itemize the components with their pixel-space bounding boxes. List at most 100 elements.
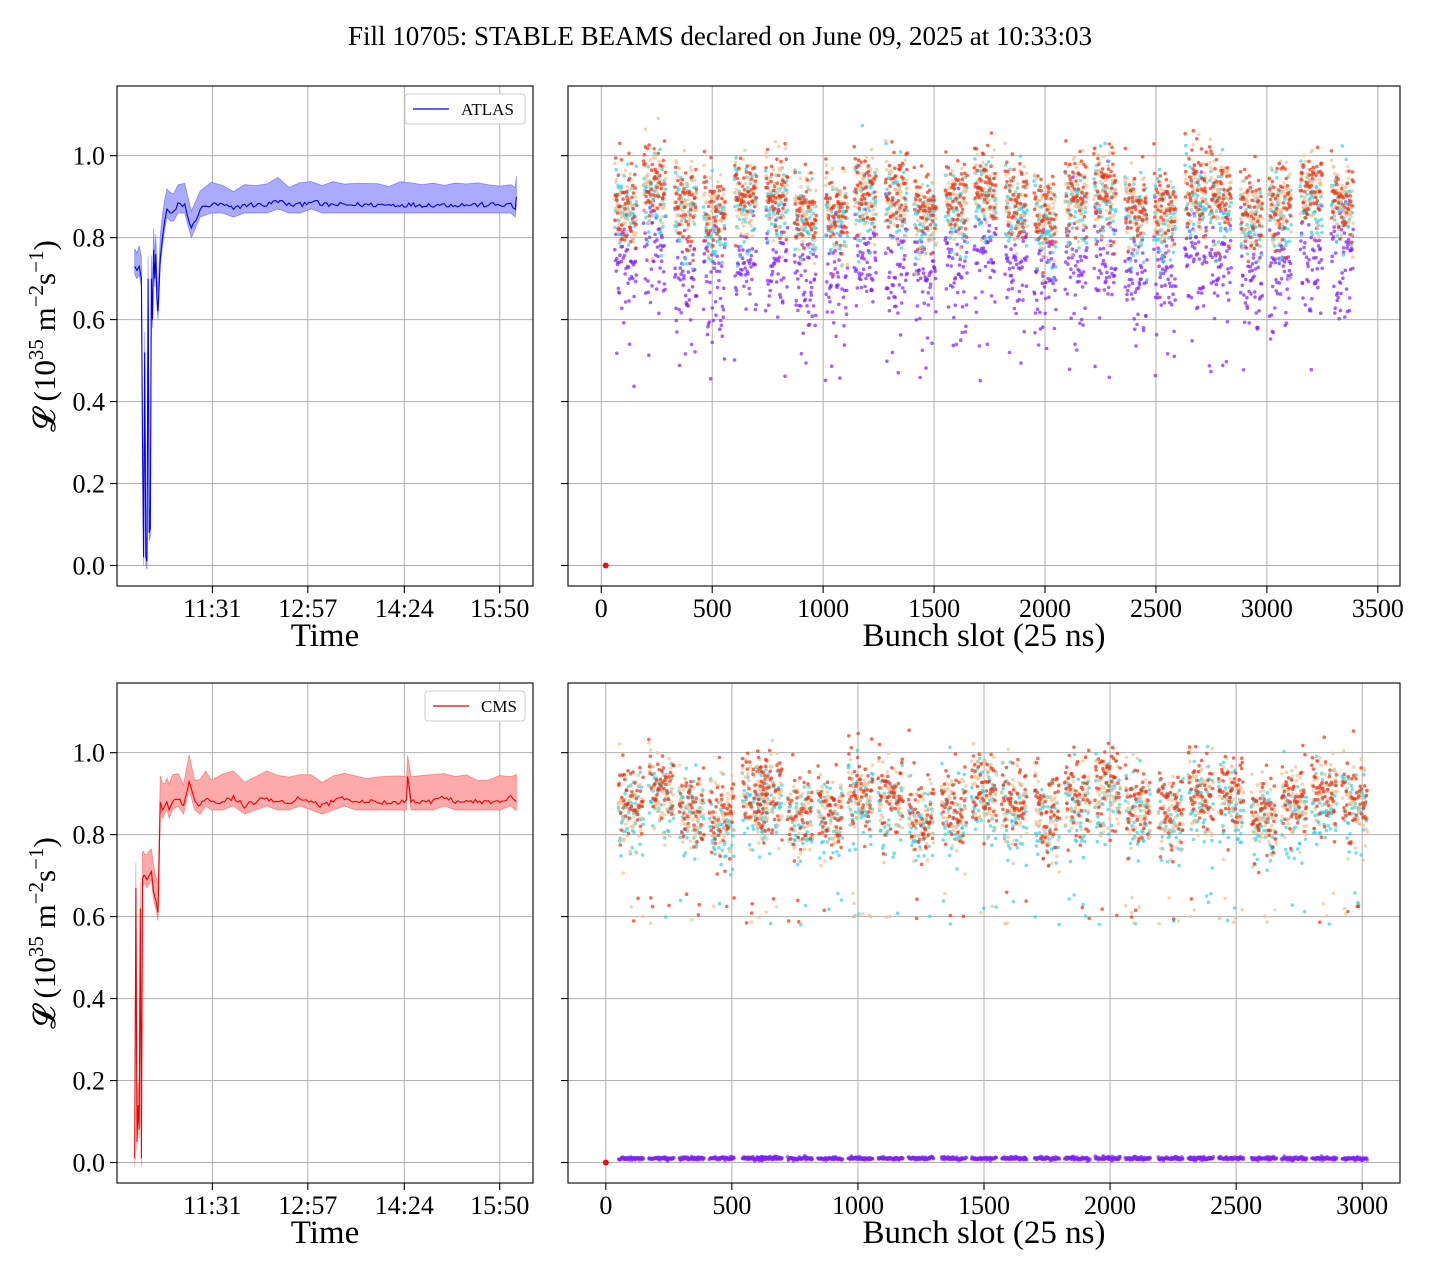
- bunch-point: [794, 299, 799, 303]
- bunch-point: [693, 205, 698, 210]
- bunch-point: [738, 156, 743, 161]
- bunch-point: [738, 254, 743, 259]
- bunch-point: [647, 214, 652, 218]
- bunch-point: [689, 239, 694, 244]
- bunch-point: [793, 247, 798, 252]
- bunch-point: [1100, 236, 1104, 240]
- bunch-point: [1038, 241, 1042, 246]
- bunch-point: [962, 232, 967, 237]
- bunch-point: [737, 189, 741, 194]
- bunch-point: [628, 225, 633, 230]
- bunch-point: [1039, 291, 1044, 295]
- bunch-point: [718, 327, 722, 332]
- bunch-point: [1307, 223, 1311, 227]
- bunch-point: [734, 191, 738, 195]
- bunch-point: [1192, 257, 1196, 261]
- bunch-point: [1054, 213, 1058, 217]
- bunch-point: [1167, 281, 1172, 286]
- bunch-point: [1084, 241, 1089, 245]
- bunch-point: [964, 201, 969, 206]
- bunch-point: [899, 189, 903, 194]
- bunch-point: [1347, 296, 1352, 300]
- bunch-point: [1143, 268, 1147, 273]
- bunch-point: [1242, 202, 1247, 207]
- bunch-point: [1096, 156, 1100, 161]
- bunch-point: [1073, 293, 1078, 297]
- bunch-point: [716, 180, 720, 184]
- bunch-point: [972, 166, 976, 170]
- bunch-point: [1333, 311, 1337, 315]
- bunch-point: [1343, 268, 1348, 273]
- bunch-point: [1211, 239, 1216, 243]
- bunch-point: [703, 185, 708, 190]
- bunch-point: [1198, 202, 1203, 207]
- bunch-point: [1200, 199, 1205, 204]
- bunch-point: [679, 182, 683, 186]
- bunch-point: [994, 216, 998, 220]
- bunch-point: [793, 260, 797, 264]
- bunch-point: [1032, 207, 1037, 212]
- bunch-point: [812, 200, 817, 205]
- bunch-point: [633, 172, 637, 177]
- bunch-point: [965, 271, 969, 275]
- bunch-point: [1256, 199, 1261, 203]
- bunch-point: [631, 191, 636, 195]
- bunch-point: [1167, 202, 1171, 207]
- bunch-point: [656, 254, 660, 259]
- bunch-point: [623, 206, 627, 211]
- bunch-point: [989, 294, 994, 298]
- bunch-point: [837, 258, 841, 262]
- bunch-point: [1164, 244, 1169, 248]
- bunch-point: [1012, 167, 1016, 172]
- bunch-point: [746, 201, 751, 205]
- bunch-point: [1079, 159, 1084, 163]
- bunch-point: [661, 270, 666, 274]
- bunch-point: [837, 302, 841, 307]
- bunch-point: [1189, 254, 1193, 258]
- bunch-point: [1241, 274, 1245, 278]
- bunch-point: [1130, 281, 1135, 286]
- bunch-point: [1021, 239, 1026, 243]
- bunch-point: [952, 187, 956, 191]
- bunch-point: [902, 213, 907, 217]
- bunch-point: [1159, 187, 1163, 192]
- bunch-point: [1287, 296, 1291, 301]
- bunch-point: [1183, 195, 1188, 199]
- bunch-point: [809, 213, 814, 218]
- bunch-point: [1066, 208, 1070, 212]
- bunch-point: [1204, 200, 1208, 205]
- bunch-point: [1094, 254, 1099, 258]
- bunch-point: [1160, 198, 1165, 202]
- bunch-point: [1255, 219, 1260, 224]
- bunch-point: [1155, 176, 1160, 181]
- bunch-point: [1243, 277, 1248, 282]
- bunch-point: [828, 196, 832, 200]
- bunch-point: [1209, 209, 1213, 213]
- bunch-point: [1256, 259, 1261, 263]
- bunch-point: [1298, 184, 1302, 188]
- bunch-point: [1190, 339, 1194, 343]
- bunch-point: [1340, 271, 1344, 275]
- bunch-point: [627, 342, 632, 347]
- bunch-point: [795, 222, 800, 227]
- bunch-point: [873, 170, 877, 175]
- bunch-point: [991, 261, 996, 265]
- bunch-point: [1125, 226, 1130, 230]
- bunch-point: [1016, 220, 1020, 225]
- bunch-point: [1037, 236, 1042, 240]
- bunch-point: [1154, 282, 1158, 287]
- bunch-point: [1125, 176, 1130, 180]
- bunch-point: [955, 242, 959, 247]
- bunch-point: [1106, 222, 1110, 226]
- bunch-point: [779, 166, 784, 171]
- bunch-point: [838, 376, 842, 380]
- bunch-point: [858, 181, 863, 185]
- bunch-point: [624, 212, 629, 217]
- bunch-point: [766, 239, 770, 243]
- bunch-point: [769, 164, 774, 169]
- legend-label: ATLAS: [461, 100, 514, 119]
- bunch-point: [1085, 246, 1089, 250]
- bunch-point: [658, 147, 662, 152]
- bunch-point: [982, 197, 987, 202]
- luminosity-line: [134, 196, 517, 562]
